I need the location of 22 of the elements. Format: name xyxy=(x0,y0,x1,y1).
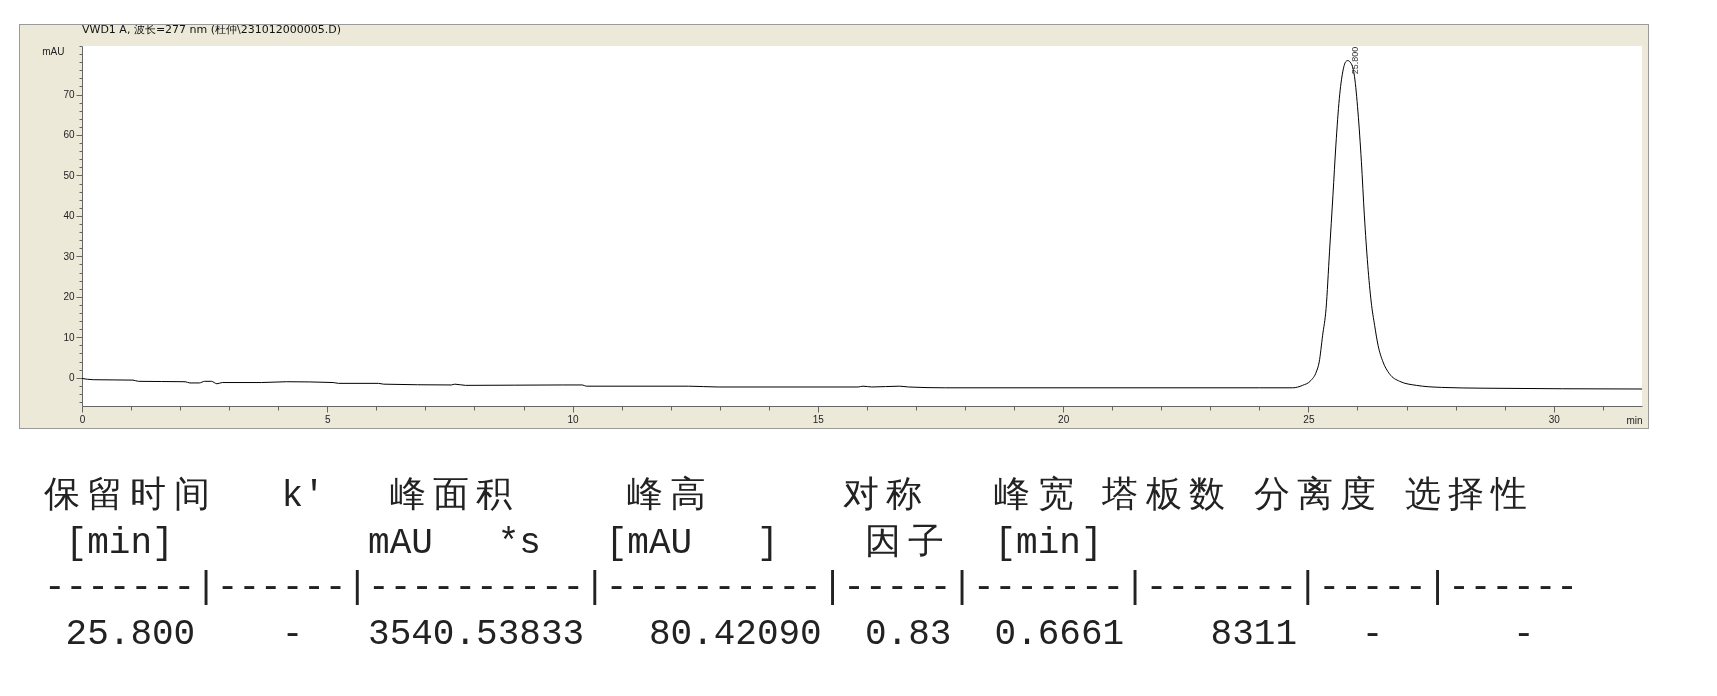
x-tick-label: 0 xyxy=(79,413,86,425)
text: -------|------|----------|----------|-----|-------|-------|-----|------ xyxy=(44,566,1578,610)
y-tick-label: 40 xyxy=(63,210,75,222)
x-tick-label: 20 xyxy=(1058,413,1070,425)
y-tick-label: 10 xyxy=(63,331,75,343)
x-tick-label: 5 xyxy=(325,413,331,425)
y-tick-label: 0 xyxy=(68,372,75,384)
text: 25.800 - 3540.53833 80.42090 0.83 0.6661 8311 - - xyxy=(64,613,1536,657)
y-tick-label: 30 xyxy=(63,250,75,262)
x-tick-label: 25 xyxy=(1303,413,1315,425)
text: [min] mAU *s [mAU ] 因子 [min] xyxy=(65,520,1103,564)
x-tick-label: 15 xyxy=(812,413,825,425)
y-tick-label: 60 xyxy=(63,129,75,141)
x-tick-label: 30 xyxy=(1548,413,1561,425)
x-axis-title: min xyxy=(1626,414,1643,426)
y-axis-title: mAU xyxy=(42,45,65,57)
text: 保留时间 k' 峰面积 峰高 对称 峰宽 塔板数 分离度 选择性 xyxy=(44,473,1528,517)
y-tick-label: 20 xyxy=(63,291,75,303)
x-tick-label: 10 xyxy=(567,413,580,425)
y-tick-label: 50 xyxy=(63,169,75,181)
annotation: 25.800 xyxy=(1349,46,1360,75)
y-tick-label: 70 xyxy=(63,89,75,101)
